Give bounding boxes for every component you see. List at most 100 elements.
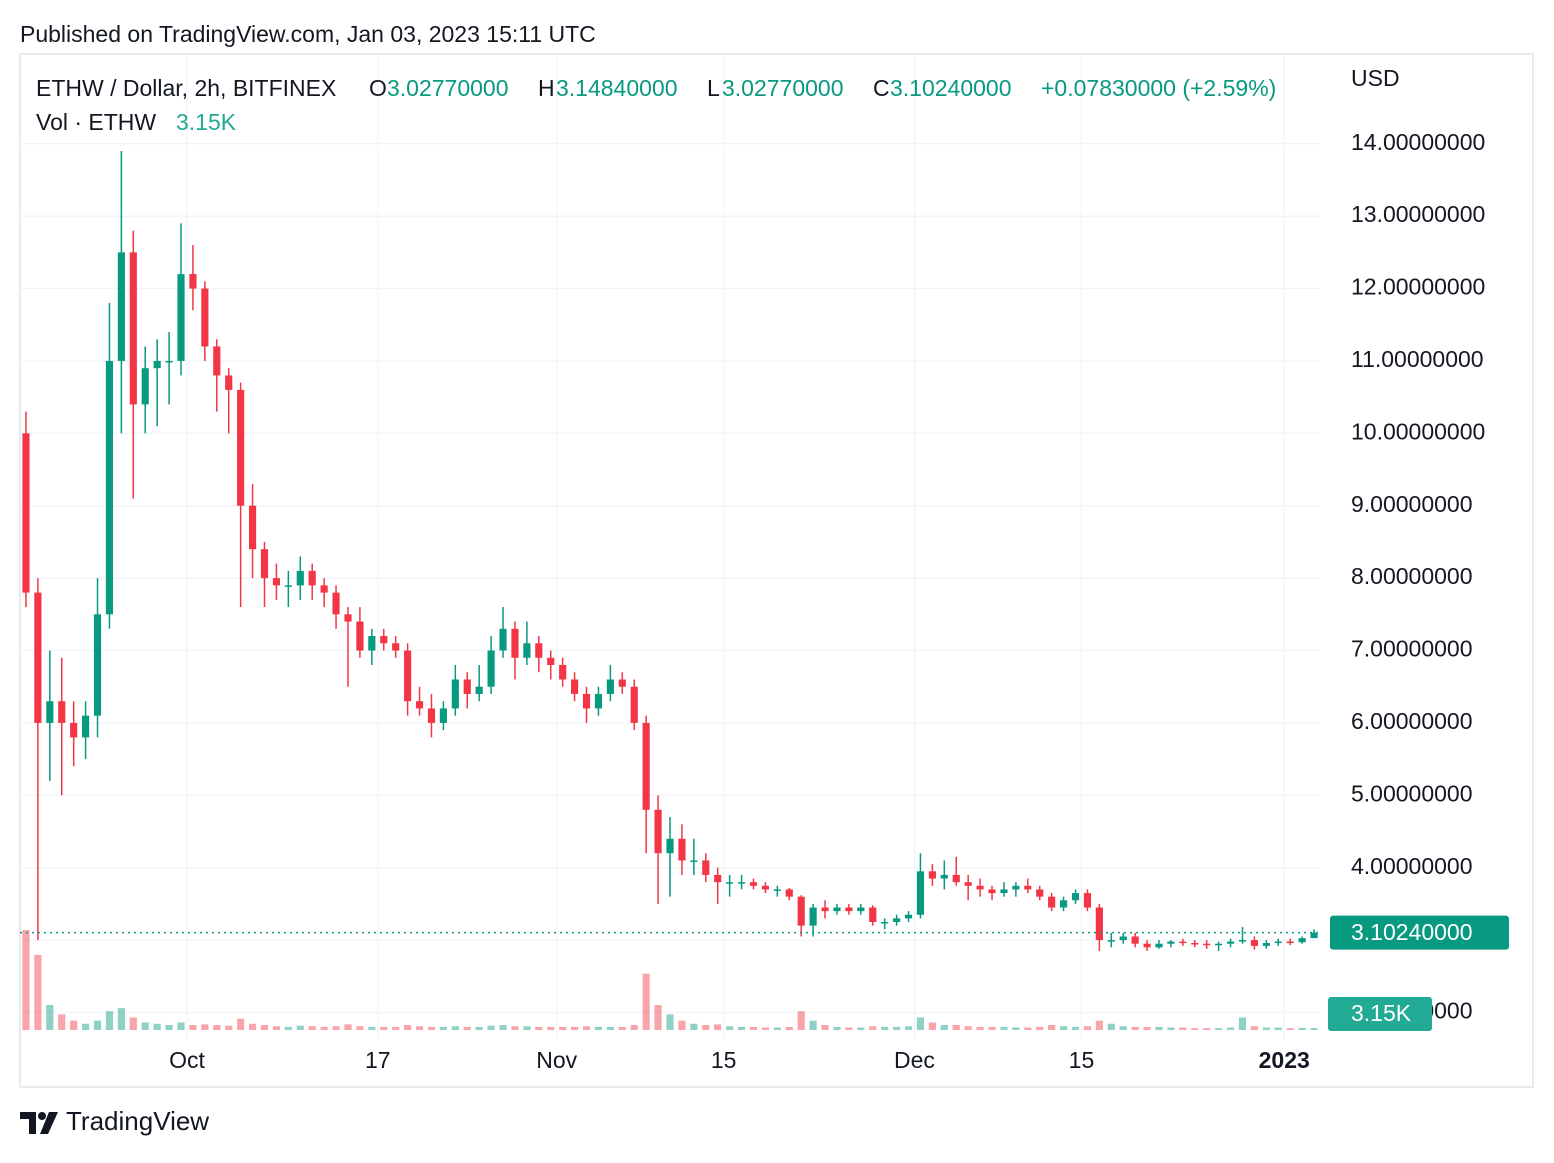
candle-body — [821, 907, 829, 912]
candle-body — [797, 896, 805, 926]
volume-value: 3.15K — [176, 109, 237, 135]
ohlc-label: O — [369, 75, 387, 101]
volume-bar — [1012, 1027, 1020, 1030]
logo-mark — [40, 1112, 58, 1134]
volume-bar — [749, 1026, 758, 1030]
brand-name: TradingView — [66, 1106, 209, 1136]
candle-body — [1060, 900, 1068, 908]
candle-body — [356, 621, 364, 651]
volume-bar — [1238, 1017, 1247, 1030]
candle-body — [976, 885, 984, 890]
candle-body — [141, 368, 149, 405]
volume-bar — [439, 1026, 447, 1030]
volume-bar — [1036, 1026, 1044, 1030]
candle-body — [654, 809, 662, 854]
candle-body — [1071, 893, 1080, 901]
candle-body — [666, 838, 674, 854]
volume-label-bg — [1328, 997, 1432, 1031]
candle-body — [237, 389, 245, 506]
candle-body — [1036, 889, 1044, 897]
volume-bar — [487, 1025, 495, 1030]
candle-body — [248, 505, 257, 550]
legend: ETHW / Dollar, 2h, BITFINEX O 3.02770000… — [36, 75, 1276, 135]
candle-body — [773, 889, 781, 891]
volume-bar — [201, 1024, 209, 1030]
candle-body — [737, 882, 746, 884]
volume-bar — [976, 1026, 984, 1030]
volume-bar — [82, 1023, 90, 1030]
volume-bar — [690, 1023, 698, 1030]
volume-bar — [893, 1026, 901, 1030]
candle-body — [1143, 943, 1151, 948]
price-label-bg — [1330, 915, 1509, 950]
candle-body — [582, 693, 591, 709]
volume-bar — [952, 1025, 960, 1030]
candle-body — [129, 252, 137, 405]
volume-bar — [380, 1026, 388, 1030]
volume-bar — [1191, 1028, 1199, 1030]
candle-body — [642, 722, 650, 810]
candle-body — [1119, 936, 1127, 941]
candle-body — [368, 636, 376, 651]
candle-body — [630, 686, 638, 723]
candle-body — [82, 715, 90, 738]
volume-bar — [93, 1020, 102, 1030]
candle-body — [916, 871, 925, 915]
volume-pane — [22, 930, 1318, 1030]
volume-title: Vol · ETHW — [36, 109, 156, 135]
volume-bar — [594, 1026, 603, 1030]
volume-bar — [1143, 1026, 1151, 1030]
symbol-title: ETHW / Dollar, 2h, BITFINEX — [36, 75, 336, 101]
candle-body — [332, 592, 340, 615]
volume-bar — [1155, 1026, 1163, 1030]
volume-bar — [1131, 1026, 1139, 1030]
volume-bar — [1060, 1026, 1068, 1030]
volume-bar — [308, 1026, 316, 1030]
candle-body — [475, 686, 483, 694]
volume-bar — [797, 1011, 805, 1030]
candle-body — [34, 592, 42, 723]
candle-body — [153, 360, 161, 369]
candle-body — [928, 871, 936, 879]
candle-body — [213, 346, 221, 376]
candle-body — [618, 679, 626, 687]
volume-bar — [153, 1023, 161, 1030]
volume-bar — [22, 930, 30, 1030]
candle-body — [964, 882, 972, 886]
volume-bar — [260, 1025, 269, 1030]
volume-bar — [821, 1025, 829, 1030]
candle-body — [594, 693, 603, 709]
volume-bar — [1310, 1028, 1318, 1030]
volume-bar — [105, 1011, 114, 1030]
candle-body — [511, 628, 519, 658]
volume-bar — [535, 1026, 543, 1030]
volume-bar — [964, 1026, 972, 1030]
candle-body — [308, 570, 316, 586]
candle-body — [1107, 940, 1115, 942]
candle-body — [690, 860, 698, 862]
volume-bar — [1179, 1027, 1187, 1030]
volume-bar — [368, 1026, 376, 1030]
volume-bar — [845, 1027, 853, 1030]
x-tick-label: 15 — [711, 1047, 737, 1073]
volume-bar — [1274, 1027, 1282, 1030]
candle-body — [749, 882, 758, 886]
candle-body — [427, 708, 436, 723]
candle-body — [165, 360, 173, 363]
volume-bar — [46, 1005, 54, 1030]
volume-bar — [499, 1025, 507, 1030]
candle-body — [415, 701, 424, 709]
candle-body — [451, 679, 459, 709]
candle-body — [105, 360, 114, 615]
candle-body — [809, 907, 817, 926]
candle-body — [1215, 943, 1223, 946]
x-tick-label: 2023 — [1259, 1047, 1310, 1073]
volume-bar — [248, 1023, 257, 1030]
volume-bar — [678, 1020, 686, 1030]
candle-body — [344, 614, 352, 622]
volume-bar — [1048, 1025, 1056, 1030]
candle-body — [225, 375, 233, 390]
ohlc-value: 3.02770000 — [722, 75, 844, 101]
y-tick-label: 11.00000000 — [1351, 346, 1484, 372]
candle-body — [380, 636, 388, 644]
